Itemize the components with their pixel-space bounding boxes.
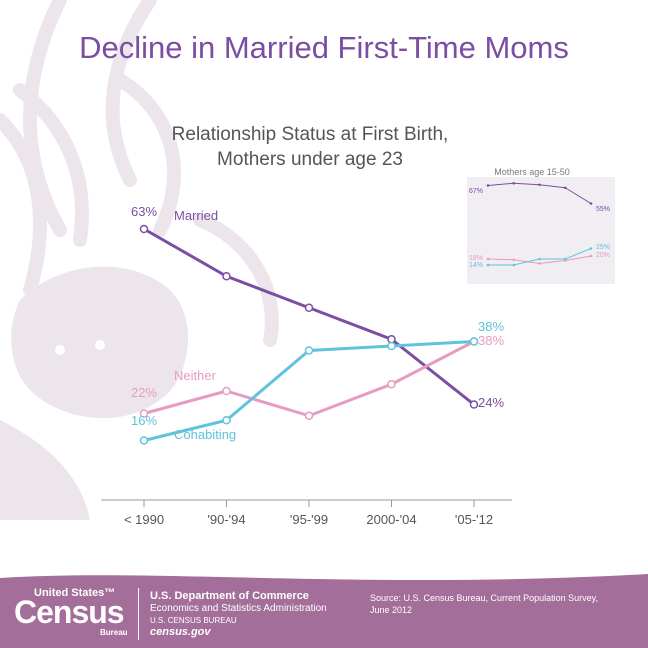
x-tick-label: 2000-'04 — [366, 512, 416, 527]
data-point — [139, 224, 149, 234]
department-info: U.S. Department of Commerce Economics an… — [150, 590, 327, 638]
inset-data-point — [589, 254, 593, 258]
inset-data-point — [538, 257, 541, 261]
chart-subtitle-line-1: Relationship Status at First Birth, — [171, 124, 449, 145]
department-line-2: Economics and Statistics Administration — [150, 603, 327, 614]
data-point — [222, 416, 231, 425]
data-point — [387, 335, 396, 344]
data-point — [304, 346, 314, 355]
data-point — [469, 337, 479, 346]
inset-data-label: 18% — [469, 255, 483, 262]
department-line-3: U.S. CENSUS BUREAU — [150, 616, 237, 625]
inset-series-married: 67% 55% — [469, 181, 610, 213]
series-line-cohabiting — [143, 340, 475, 442]
inset-chart-background — [467, 177, 615, 284]
series-neither: 22% 38% Neither — [131, 333, 504, 420]
chart-subtitle: Relationship Status at First Birth, Moth… — [150, 122, 470, 172]
inset-data-point — [563, 257, 567, 261]
data-label: 63% — [131, 204, 157, 219]
x-tick-label: '05-'12 — [455, 512, 493, 527]
data-label: 38% — [478, 319, 504, 334]
data-point — [139, 409, 149, 418]
data-point — [222, 386, 231, 396]
inset-data-point — [512, 263, 516, 267]
series-name-label: Cohabiting — [174, 427, 236, 442]
inset-data-point — [538, 183, 541, 187]
footer-band — [0, 560, 648, 648]
series-name-label: Neither — [174, 368, 217, 383]
inset-data-label: 14% — [469, 262, 483, 269]
data-point — [469, 400, 479, 409]
census-website-link[interactable]: census.gov — [150, 626, 211, 638]
data-point — [222, 272, 231, 281]
census-logo-main: Census — [14, 594, 125, 630]
department-line-1: U.S. Department of Commerce — [150, 590, 309, 602]
inset-data-point — [512, 258, 516, 262]
inset-series-neither: 18% 20% — [469, 252, 610, 265]
x-tick-label: < 1990 — [124, 512, 164, 527]
source-note: Source: U.S. Census Bureau, Current Popu… — [370, 593, 598, 615]
series-cohabiting: 16% 38% Cohabiting — [131, 319, 504, 445]
page-title: Decline in Married First-Time Moms — [79, 30, 569, 65]
inset-series-cohabiting: 14% 25% — [469, 244, 610, 269]
inset-data-point — [486, 263, 490, 267]
data-point — [139, 436, 149, 445]
inset-data-point — [563, 186, 567, 190]
inset-data-label: 25% — [596, 244, 610, 251]
inset-data-point — [486, 257, 490, 261]
inset-data-point — [512, 181, 516, 185]
data-label: 38% — [478, 333, 504, 348]
data-point — [304, 303, 314, 312]
inset-data-label: 20% — [596, 252, 610, 259]
inset-data-point — [538, 262, 541, 265]
footer-divider — [138, 588, 139, 640]
series-name-label: Married — [174, 208, 218, 223]
census-logo-top: United States™ — [34, 587, 116, 599]
inset-data-point — [486, 184, 490, 187]
data-label: 22% — [131, 385, 157, 400]
inset-chart-title: Mothers age 15-50 — [494, 167, 570, 177]
footer-wave — [0, 574, 648, 648]
x-tick-label: '95-'99 — [290, 512, 328, 527]
data-point — [304, 411, 314, 420]
chart-subtitle-line-2: Mothers under age 23 — [217, 149, 403, 170]
series-married: 63% 24% Married — [131, 204, 504, 410]
data-point — [387, 341, 396, 351]
inset-data-point — [589, 202, 593, 205]
x-tick-label: '90-'94 — [207, 512, 245, 527]
inset-line-chart: Mothers age 15-50 67% 55% 18% 20% 14% 25% — [467, 167, 615, 284]
inset-data-point — [589, 247, 593, 250]
data-point — [387, 380, 396, 389]
census-logo-bottom: Bureau — [100, 628, 128, 637]
data-label: 16% — [131, 413, 157, 428]
inset-data-label: 67% — [469, 188, 483, 195]
data-label: 24% — [478, 395, 504, 410]
inset-data-label: 55% — [596, 206, 610, 213]
